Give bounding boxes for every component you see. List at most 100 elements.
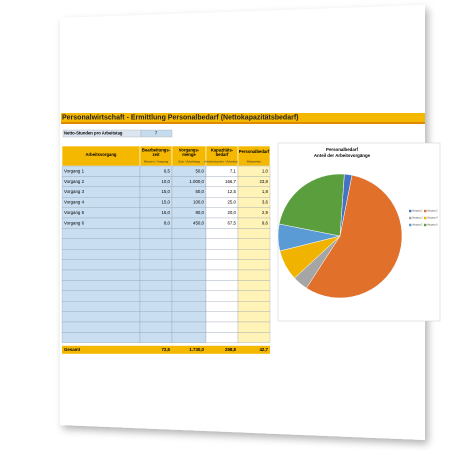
cell bbox=[139, 280, 173, 291]
cell bbox=[205, 311, 239, 323]
cell-text: Vorgang 3 bbox=[64, 189, 85, 194]
legend-label: Vorgang 2 bbox=[427, 210, 438, 213]
cell-text: 20,0 bbox=[227, 210, 236, 215]
cell bbox=[139, 332, 173, 343]
cell bbox=[237, 321, 271, 333]
cell bbox=[205, 228, 239, 239]
cell bbox=[237, 228, 271, 239]
total-row bbox=[62, 345, 270, 354]
netto-value: 7 bbox=[155, 131, 158, 136]
cell bbox=[205, 269, 239, 281]
header-text: Arbeitsvorgang bbox=[86, 152, 117, 157]
cell-text: 23,8 bbox=[259, 179, 268, 184]
cell bbox=[205, 301, 239, 312]
cell-text: 12,5 bbox=[227, 189, 236, 194]
cell bbox=[205, 280, 239, 291]
cell bbox=[61, 228, 141, 239]
legend-swatch bbox=[409, 209, 412, 213]
cell-text: 25,0 bbox=[227, 200, 236, 205]
cell-text: 8,0 bbox=[164, 220, 171, 225]
cell bbox=[205, 321, 239, 333]
cell bbox=[139, 321, 173, 333]
pie-slice bbox=[278, 173, 345, 237]
cell bbox=[171, 228, 207, 239]
cell bbox=[205, 238, 239, 250]
cell-text: 9,6 bbox=[262, 220, 269, 225]
total-text: 298,8 bbox=[225, 347, 237, 352]
cell bbox=[171, 301, 207, 312]
header-unit: Arbeitsstunden / Arbeitstag bbox=[204, 159, 240, 163]
cell bbox=[139, 301, 173, 312]
header-text: Kapazitäts-bedarf bbox=[211, 148, 234, 158]
cell-text: 166,7 bbox=[225, 179, 237, 184]
cell bbox=[171, 321, 207, 333]
cell bbox=[237, 249, 271, 260]
title-line bbox=[61, 122, 425, 124]
cell bbox=[61, 269, 141, 281]
cell-text: 1.000,0 bbox=[189, 179, 204, 184]
cell bbox=[205, 290, 239, 302]
cell-text: Vorgang 2 bbox=[64, 179, 85, 184]
cell bbox=[237, 311, 271, 323]
cell-text: 7,1 bbox=[230, 168, 237, 173]
cell-text: 16,0 bbox=[161, 210, 170, 215]
cell bbox=[237, 280, 271, 291]
cell bbox=[171, 280, 207, 291]
cell-text: 15,0 bbox=[161, 200, 170, 205]
legend-swatch bbox=[424, 209, 427, 213]
cell bbox=[61, 249, 141, 260]
legend-label: Vorgang 1 bbox=[412, 210, 423, 213]
legend-swatch bbox=[409, 223, 412, 227]
cell bbox=[237, 290, 271, 302]
cell bbox=[139, 269, 173, 281]
cell bbox=[61, 238, 141, 250]
legend-label: Vorgang 3 bbox=[412, 217, 423, 220]
cell bbox=[61, 332, 141, 343]
cell bbox=[61, 311, 141, 323]
pie-slice bbox=[306, 174, 403, 299]
cell-text: 2,9 bbox=[262, 210, 269, 215]
cell bbox=[61, 259, 141, 271]
cell bbox=[139, 228, 173, 239]
title-bar bbox=[61, 113, 425, 122]
cell bbox=[171, 269, 207, 281]
cell bbox=[237, 332, 271, 343]
cell bbox=[171, 290, 207, 302]
cell-text: 3,6 bbox=[262, 200, 269, 205]
cell bbox=[237, 269, 271, 281]
cell bbox=[205, 259, 239, 271]
cell bbox=[205, 332, 239, 343]
cell-text: 15,0 bbox=[161, 189, 170, 194]
cell-text: Vorgang 4 bbox=[64, 200, 85, 205]
cell-text: 450,0 bbox=[193, 220, 205, 225]
cell-text: Vorgang 6 bbox=[64, 220, 85, 225]
cell-text: 100,0 bbox=[193, 200, 205, 205]
cell bbox=[205, 249, 239, 260]
cell bbox=[171, 259, 207, 271]
legend-swatch bbox=[424, 216, 427, 220]
header-unit: Minuten / Vorgang bbox=[144, 159, 169, 163]
cell bbox=[171, 332, 207, 343]
cell-text: 6,5 bbox=[164, 168, 171, 173]
cell-text: 50,0 bbox=[195, 168, 204, 173]
cell bbox=[237, 301, 271, 312]
cell-text: 80,0 bbox=[195, 210, 204, 215]
cell-text: Vorgang 5 bbox=[64, 210, 85, 215]
cell bbox=[171, 249, 207, 260]
chart-title: Personalbedarf bbox=[326, 147, 359, 152]
cell bbox=[61, 290, 141, 302]
header-text: Bearbeitungs-zeit bbox=[142, 148, 171, 158]
cell-text: 50,0 bbox=[195, 189, 204, 194]
cell bbox=[237, 238, 271, 250]
legend-label: Vorgang 4 bbox=[427, 217, 438, 220]
chart-subtitle: Anteil der Arbeitsvorgänge bbox=[314, 153, 371, 158]
legend-swatch bbox=[424, 223, 427, 227]
header-unit: Mitarbeiter bbox=[247, 159, 261, 163]
cell-text: Vorgang 1 bbox=[64, 168, 85, 173]
cell bbox=[61, 301, 141, 312]
cell bbox=[171, 311, 207, 323]
cell bbox=[171, 238, 207, 250]
legend-label: Vorgang 6 bbox=[427, 224, 438, 227]
